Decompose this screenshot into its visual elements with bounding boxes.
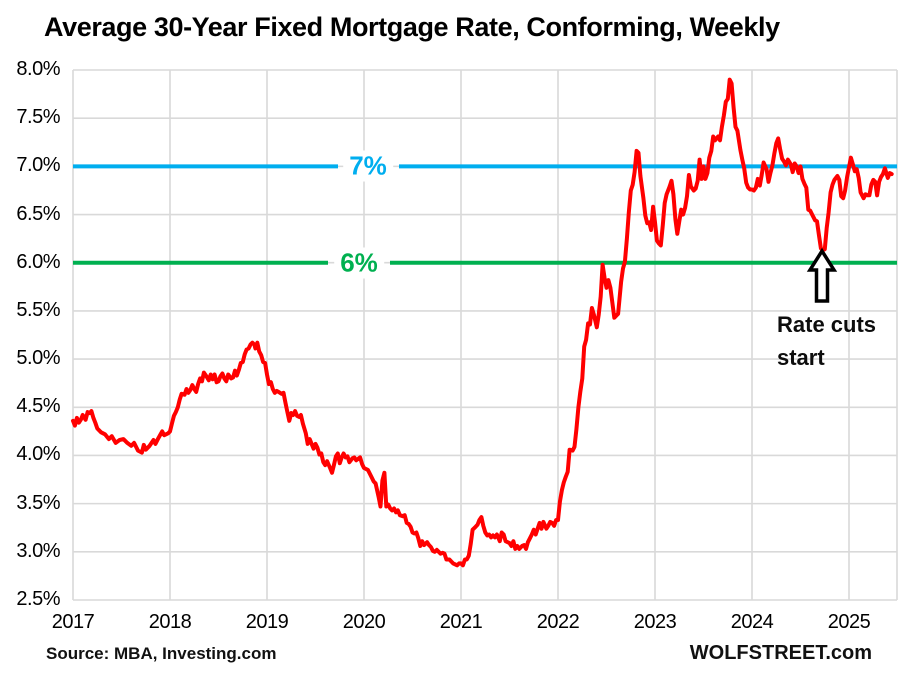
annotation-line-1: Rate cuts [777, 312, 877, 337]
x-tick-label: 2024 [730, 611, 774, 633]
y-tick-label: 7.0% [16, 154, 60, 177]
y-tick-label: 5.5% [16, 298, 60, 321]
x-tick-label: 2021 [439, 611, 483, 633]
x-tick-label: 2017 [51, 611, 95, 633]
chart-title: Average 30-Year Fixed Mortgage Rate, Con… [44, 12, 780, 42]
x-tick-label: 2020 [342, 611, 386, 633]
x-tick-label: 2022 [536, 611, 580, 633]
y-tick-label: 3.5% [16, 491, 60, 514]
y-tick-label: 6.0% [16, 250, 60, 273]
x-tick-label: 2018 [148, 611, 192, 633]
y-tick-label: 6.5% [16, 202, 60, 225]
y-tick-label: 7.5% [16, 106, 60, 129]
y-tick-label: 8.0% [16, 58, 60, 81]
source-note: Source: MBA, Investing.com [46, 644, 277, 663]
y-tick-label: 4.5% [16, 395, 60, 418]
annotation-line-2: start [777, 345, 825, 370]
x-tick-label: 2019 [245, 611, 289, 633]
wolfstreet-branding: WOLFSTREET.com [689, 642, 872, 664]
x-tick-label: 2025 [827, 611, 871, 633]
refline-label-7pct: 7% [343, 150, 393, 182]
rate-cuts-annotation: Rate cuts start [777, 308, 876, 374]
x-tick-label: 2023 [633, 611, 677, 633]
y-tick-label: 2.5% [16, 588, 60, 611]
y-tick-label: 3.0% [16, 539, 60, 562]
y-tick-label: 4.0% [16, 443, 60, 466]
y-tick-label: 5.0% [16, 347, 60, 370]
refline-label-6pct: 6% [334, 247, 384, 279]
up-arrow-icon [806, 247, 838, 303]
mortgage-rate-series-line [71, 77, 894, 568]
